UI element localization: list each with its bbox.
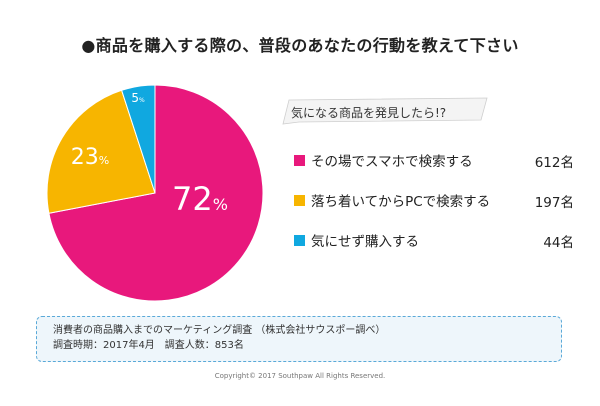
callout-shape [282,97,488,125]
legend-item-buy-directly: 気にせず購入する 44名 [294,230,574,251]
legend-swatch [294,154,305,166]
pie-slice [120,84,156,194]
legend-count: 612名 [534,155,574,171]
legend-item-pc: 落ち着いてからPCで検索する 197名 [294,190,574,211]
subtitle-callout: 気になる商品を発見したら!? [281,96,493,130]
legend-label: 気にせず購入する [311,234,419,250]
legend-label: その場でスマホで検索する [311,154,473,170]
source-line-2: 調査時期：2017年4月 調査人数：853名 [53,340,244,351]
subtitle: 気になる商品を発見したら!? [291,106,447,120]
source-box: 消費者の商品購入までのマーケティング調査 （株式会社サウスポー調べ） 調査時期：… [36,316,562,362]
slice-percent-label: 23% [71,145,109,170]
legend-item-smartphone: その場でスマホで検索する 612名 [294,150,574,171]
slice-percent-label: 5% [131,91,145,105]
legend-count: 44名 [543,235,574,251]
chart-title: ●商品を購入する際の、普段のあなたの行動を教えて下さい [81,36,519,55]
legend-label: 落ち着いてからPCで検索する [311,194,491,210]
copyright: Copyright© 2017 Southpaw All Rights Rese… [214,372,386,380]
source-line-1: 消費者の商品購入までのマーケティング調査 （株式会社サウスポー調べ） [53,325,386,336]
pie-slice [46,89,156,214]
legend-swatch [294,194,305,206]
legend-swatch [294,234,305,246]
slice-percent-label: 72% [172,180,228,218]
pie-slice [48,84,264,302]
legend-count: 197名 [534,195,574,211]
